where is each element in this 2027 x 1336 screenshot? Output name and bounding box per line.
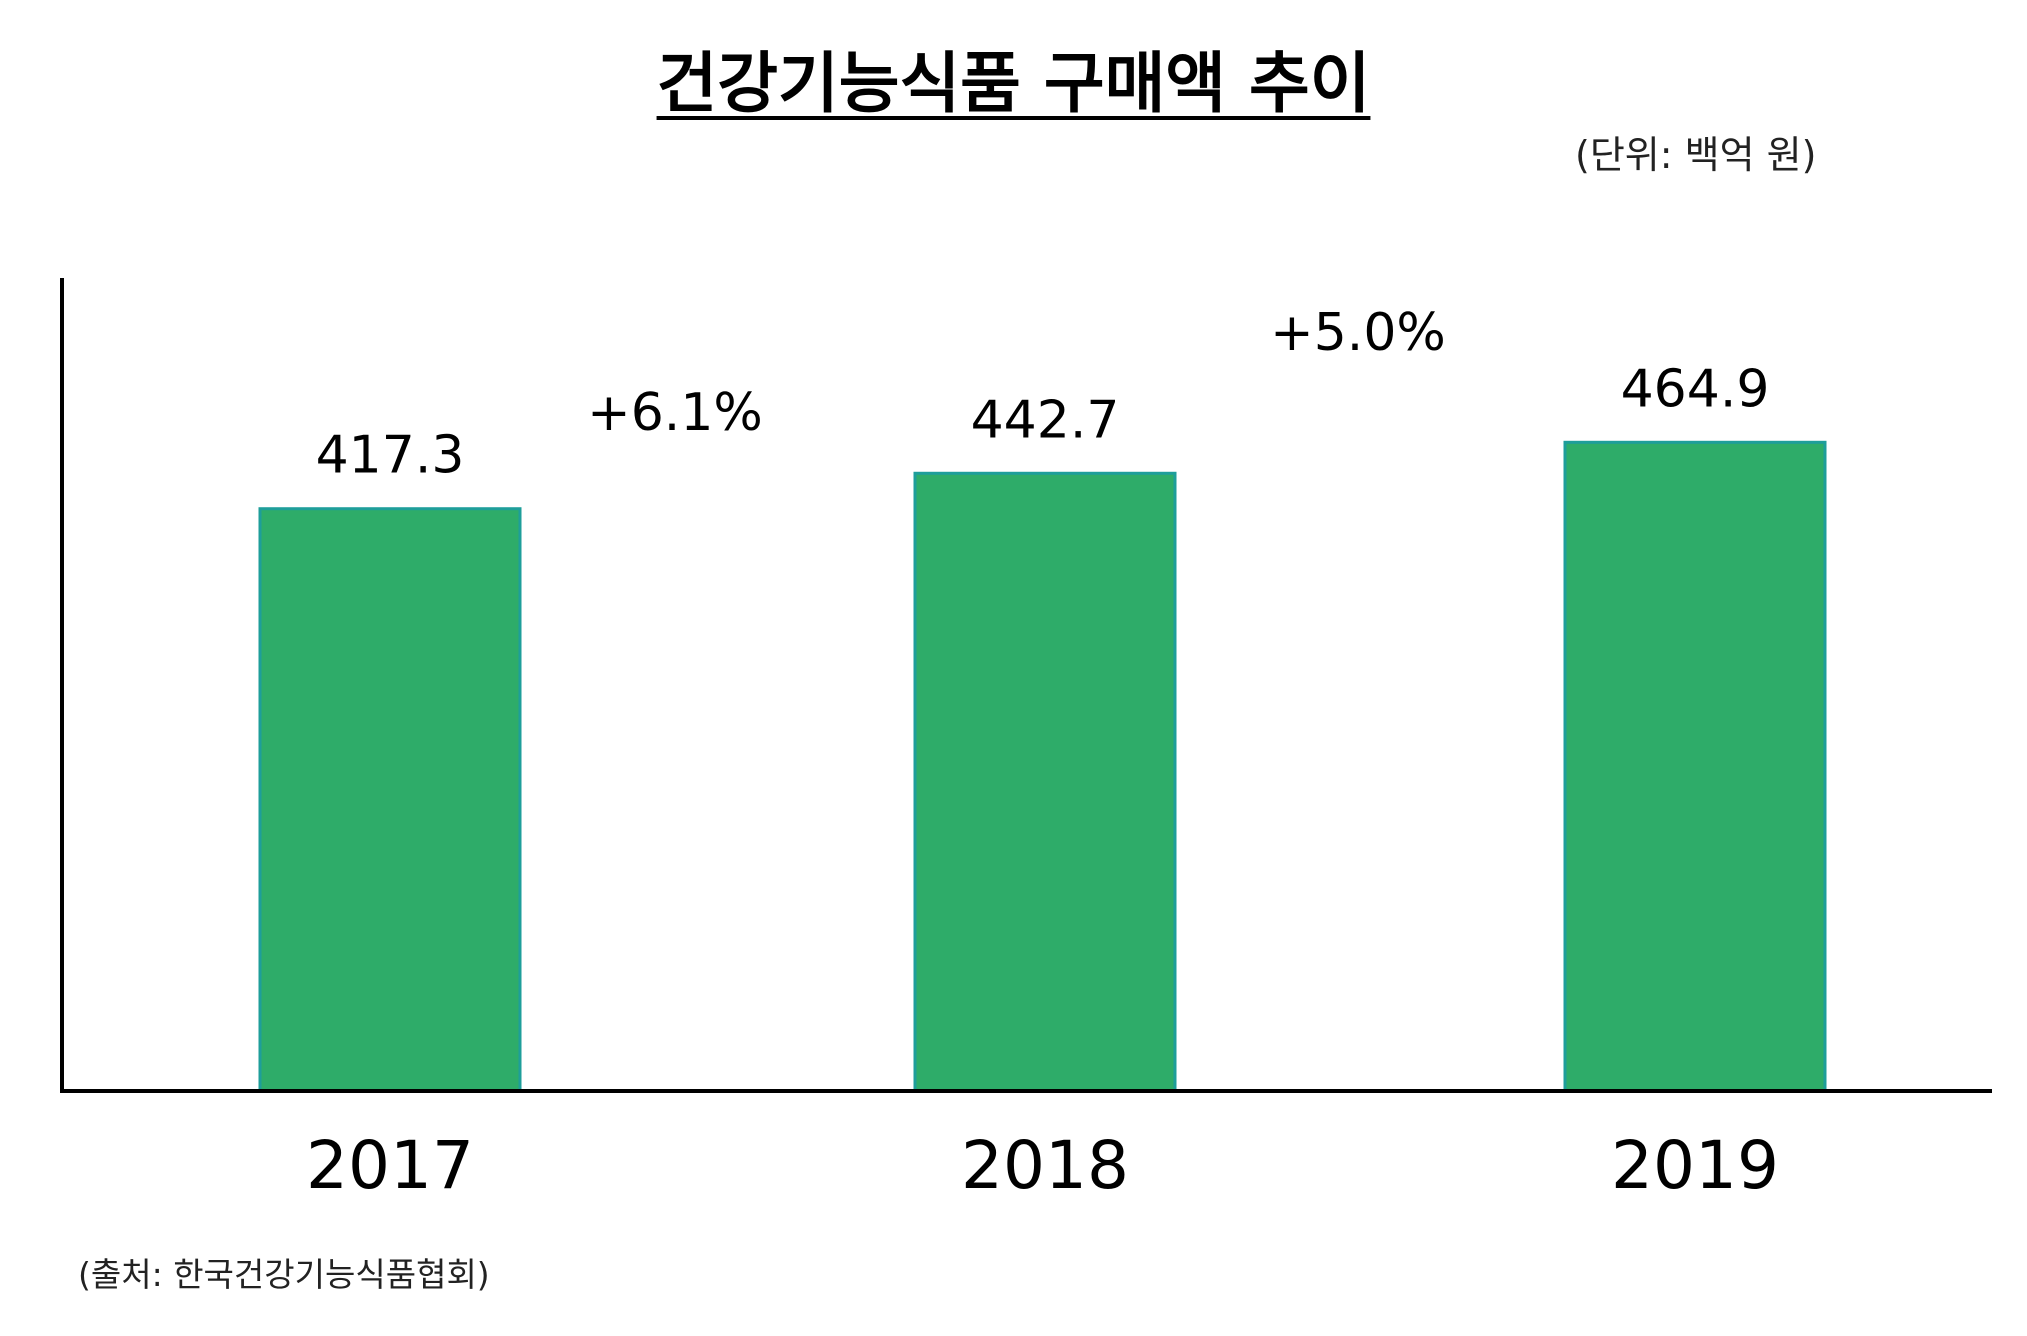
unit-label: (단위: 백억 원) <box>1575 133 1817 177</box>
x-tick-2019: 2019 <box>1611 1127 1779 1204</box>
chart-title-text: 건강기능식품 구매액 추이 <box>656 45 1371 122</box>
growth-label-1: +6.1% <box>587 383 763 443</box>
bar-2019 <box>1563 440 1827 1093</box>
labels-group: 417.3 2017 442.7 2018 464.9 2019 +6.1% +5.0% <box>306 303 1779 1204</box>
source-note: (출처: 한국건강기능식품협회) <box>78 1255 490 1294</box>
data-label-2018: 442.7 <box>971 390 1120 450</box>
data-label-2019: 464.9 <box>1621 359 1770 419</box>
bar-2017 <box>258 507 522 1093</box>
chart-title: 건강기능식품 구매액 추이 <box>0 30 2027 126</box>
bar-2018 <box>913 471 1177 1093</box>
growth-label-2: +5.0% <box>1270 303 1446 363</box>
data-label-2017: 417.3 <box>316 426 465 486</box>
x-tick-2018: 2018 <box>961 1127 1129 1204</box>
x-tick-2017: 2017 <box>306 1127 474 1204</box>
bars-group <box>258 440 1827 1093</box>
